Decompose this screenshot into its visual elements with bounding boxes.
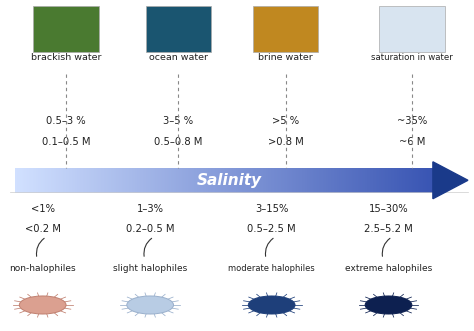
Text: <1%: <1%: [31, 204, 55, 214]
Ellipse shape: [127, 296, 173, 314]
Text: 1–3%: 1–3%: [137, 204, 164, 214]
Text: >5 %: >5 %: [272, 116, 299, 126]
Text: moderate halophiles: moderate halophiles: [228, 264, 315, 273]
Text: >0.8 M: >0.8 M: [268, 137, 303, 147]
Text: <0.2 M: <0.2 M: [25, 223, 61, 233]
Text: Salinity: Salinity: [197, 173, 262, 188]
FancyBboxPatch shape: [379, 6, 445, 52]
Text: 2.5–5.2 M: 2.5–5.2 M: [364, 223, 413, 233]
Text: brine water: brine water: [258, 53, 313, 62]
Text: 0.1–0.5 M: 0.1–0.5 M: [42, 137, 91, 147]
FancyBboxPatch shape: [253, 6, 319, 52]
Text: slight halophiles: slight halophiles: [113, 264, 187, 273]
Text: 3–15%: 3–15%: [255, 204, 288, 214]
FancyBboxPatch shape: [33, 6, 99, 52]
Text: ~35%: ~35%: [397, 116, 427, 126]
Ellipse shape: [248, 296, 295, 314]
Text: ocean water: ocean water: [149, 53, 208, 62]
Text: saturation in water: saturation in water: [371, 53, 453, 62]
Text: 0.5–0.8 M: 0.5–0.8 M: [154, 137, 202, 147]
FancyBboxPatch shape: [146, 6, 211, 52]
Text: non-halophiles: non-halophiles: [9, 264, 76, 273]
Text: brackish water: brackish water: [31, 53, 101, 62]
Text: 15–30%: 15–30%: [369, 204, 408, 214]
Ellipse shape: [365, 296, 412, 314]
Text: 0.2–0.5 M: 0.2–0.5 M: [126, 223, 174, 233]
Text: extreme halophiles: extreme halophiles: [345, 264, 432, 273]
Text: ~6 M: ~6 M: [399, 137, 425, 147]
Text: 0.5–2.5 M: 0.5–2.5 M: [247, 223, 296, 233]
Polygon shape: [433, 162, 468, 199]
Text: 3–5 %: 3–5 %: [163, 116, 193, 126]
Ellipse shape: [19, 296, 66, 314]
Text: 0.5–3 %: 0.5–3 %: [46, 116, 86, 126]
